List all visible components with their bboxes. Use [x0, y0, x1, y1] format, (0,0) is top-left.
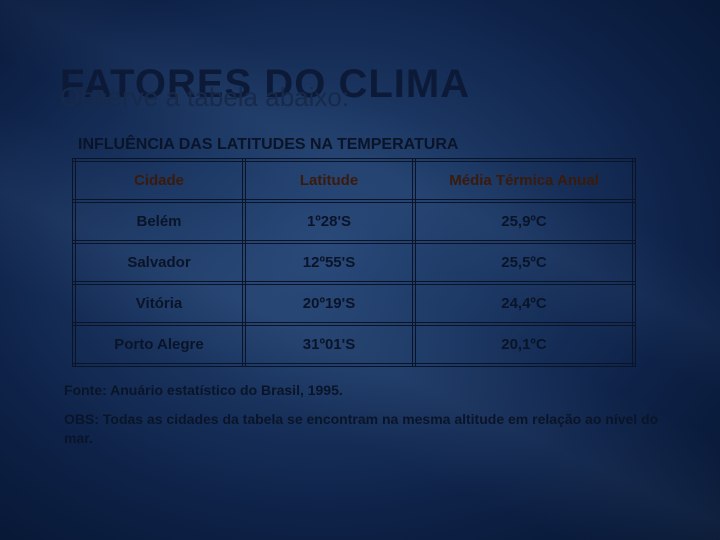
- table-caption: INFLUÊNCIA DAS LATITUDES NA TEMPERATURA: [78, 136, 660, 154]
- cell-latitude: 1º28'S: [244, 201, 414, 242]
- title-block: FATORES DO CLIMA Observe a tabela abaixo…: [60, 70, 660, 130]
- cell-city: Vitória: [74, 283, 244, 324]
- cell-city: Porto Alegre: [74, 324, 244, 365]
- cell-city: Salvador: [74, 242, 244, 283]
- col-header-temp: Média Térmica Anual: [414, 160, 634, 201]
- table-row: Vitória 20º19'S 24,4ºC: [74, 283, 634, 324]
- slide-subtitle: Observe a tabela abaixo:: [60, 82, 349, 113]
- cell-latitude: 31º01'S: [244, 324, 414, 365]
- slide: FATORES DO CLIMA Observe a tabela abaixo…: [0, 0, 720, 540]
- col-header-latitude: Latitude: [244, 160, 414, 201]
- col-header-city: Cidade: [74, 160, 244, 201]
- cell-city: Belém: [74, 201, 244, 242]
- table-row: Belém 1º28'S 25,9ºC: [74, 201, 634, 242]
- cell-latitude: 20º19'S: [244, 283, 414, 324]
- cell-latitude: 12º55'S: [244, 242, 414, 283]
- footnote-source: Fonte: Anuário estatístico do Brasil, 19…: [64, 381, 660, 400]
- table-row: Salvador 12º55'S 25,5ºC: [74, 242, 634, 283]
- table-header-row: Cidade Latitude Média Térmica Anual: [74, 160, 634, 201]
- footnote-obs: OBS: Todas as cidades da tabela se encon…: [64, 410, 660, 448]
- cell-temp: 25,9ºC: [414, 201, 634, 242]
- cell-temp: 20,1ºC: [414, 324, 634, 365]
- climate-table: Cidade Latitude Média Térmica Anual Belé…: [72, 158, 636, 367]
- cell-temp: 24,4ºC: [414, 283, 634, 324]
- table-row: Porto Alegre 31º01'S 20,1ºC: [74, 324, 634, 365]
- cell-temp: 25,5ºC: [414, 242, 634, 283]
